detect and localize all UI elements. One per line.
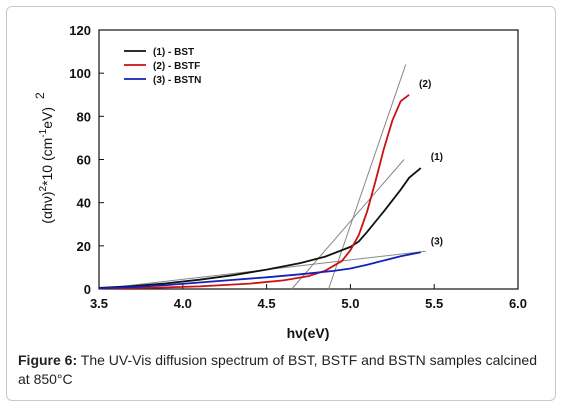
series-line — [98, 251, 421, 290]
x-tick-label: 3.5 — [90, 296, 108, 311]
caption-text: The UV-Vis diffusion spectrum of BST, BS… — [18, 352, 537, 387]
end-labels: (1) (2) (3) — [419, 79, 443, 248]
y-tick-label: 100 — [69, 66, 91, 81]
x-tick-label: 6.0 — [509, 296, 527, 311]
tangent-line — [328, 64, 407, 290]
legend-label: (3) - BSTN — [153, 75, 201, 86]
legend-label: (1) - BST — [153, 47, 194, 58]
x-axis-label: hν(eV) — [287, 325, 330, 341]
x-tick-label: 4.0 — [174, 296, 192, 311]
uv-vis-chart: 3.5 4.0 4.5 5.0 5.5 6.0 0 20 40 60 80 100 120 (1) (2)… — [33, 23, 527, 341]
legend-label: (2) - BSTF — [153, 61, 200, 72]
plot-axes: 3.5 4.0 4.5 5.0 5.5 6.0 0 20 40 60 80 100 120 — [69, 23, 527, 311]
series-line — [98, 94, 410, 290]
y-tick-label: 0 — [84, 282, 91, 297]
y-tick-label: 120 — [69, 23, 91, 38]
legend: (1) - BST (2) - BSTF (3) - BSTN — [124, 47, 201, 86]
y-tick-label: 40 — [77, 196, 91, 211]
y-tick-label: 80 — [77, 109, 91, 124]
series-line — [98, 167, 422, 289]
figure-caption: Figure 6: The UV-Vis diffusion spectrum … — [18, 351, 548, 389]
series-end-label: (2) — [419, 79, 431, 90]
series-end-label: (1) — [431, 152, 443, 163]
x-tick-label: 4.5 — [258, 296, 276, 311]
figure-frame — [6, 6, 556, 401]
y-axis-label: (αhν)2*10 (cm-1eV)2 — [33, 92, 55, 224]
x-tick-label: 5.5 — [425, 296, 443, 311]
x-tick-label: 5.0 — [341, 296, 359, 311]
caption-label: Figure 6: — [18, 352, 78, 368]
series-lines — [98, 94, 422, 290]
y-tick-label: 60 — [77, 153, 91, 168]
tangent-line — [291, 159, 405, 290]
y-tick-label: 20 — [77, 239, 91, 254]
series-end-label: (3) — [431, 236, 443, 247]
